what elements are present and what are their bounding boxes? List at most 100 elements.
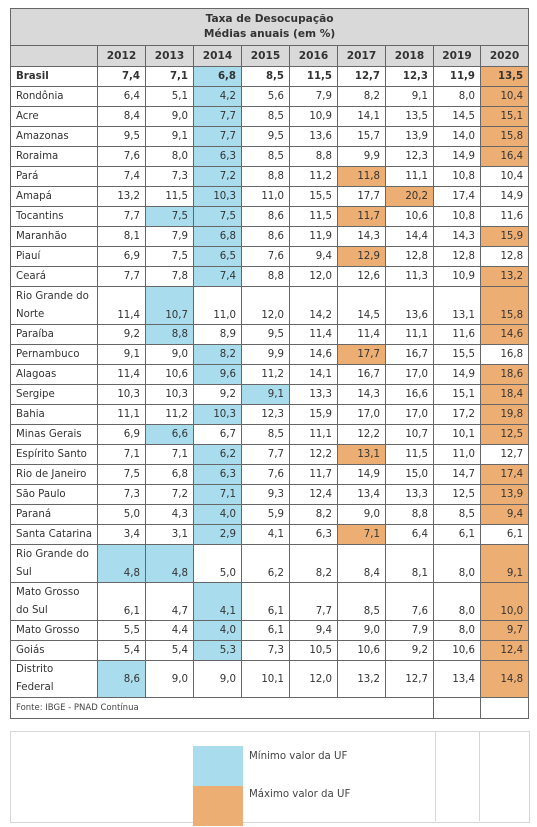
value-cell: 13,3 (385, 484, 434, 505)
value-cell: 6,2 (193, 444, 242, 465)
value-cell: 17,0 (385, 404, 434, 425)
value-cell: 11,4 (337, 324, 386, 345)
value-cell: 6,6 (145, 424, 194, 445)
value-cell: 14,9 (479, 186, 530, 207)
value-cell: 14,3 (433, 226, 481, 247)
value-cell: 8,4 (337, 544, 386, 583)
value-cell: 16,6 (385, 384, 434, 405)
value-cell: 7,1 (337, 524, 386, 545)
value-cell: 4,7 (145, 582, 194, 621)
uf-name-cell: Paraíba (10, 324, 98, 345)
value-cell: 11,2 (145, 404, 194, 425)
value-cell: 5,3 (193, 640, 242, 661)
value-cell: 7,9 (145, 226, 194, 247)
uf-name-cell: Amazonas (10, 126, 98, 147)
value-cell: 17,4 (479, 464, 530, 485)
value-cell: 15,9 (479, 226, 530, 247)
value-cell: 7,3 (145, 166, 194, 187)
value-cell: 17,4 (433, 186, 481, 207)
value-cell: 15,1 (433, 384, 481, 405)
value-cell: 4,4 (145, 620, 194, 641)
value-cell: 13,6 (385, 286, 434, 325)
value-cell: 17,0 (337, 404, 386, 425)
uf-name-cell: Rio de Janeiro (10, 464, 98, 485)
value-cell: 15,8 (479, 286, 530, 325)
value-cell: 12,5 (479, 424, 530, 445)
value-cell: 7,6 (97, 146, 146, 167)
value-cell: 8,2 (289, 504, 338, 525)
value-cell: 8,5 (433, 504, 481, 525)
value-cell: 13,9 (385, 126, 434, 147)
table-title-line1: Taxa de Desocupação (205, 13, 334, 25)
value-cell: 11,9 (289, 226, 338, 247)
uf-name-cell: Bahia (10, 404, 98, 425)
uf-name-cell: São Paulo (10, 484, 98, 505)
value-cell: 16,7 (337, 364, 386, 385)
value-cell: 18,6 (479, 364, 530, 385)
table-title-line2: Médias anuais (em %) (203, 28, 336, 40)
value-cell: 10,8 (433, 206, 481, 227)
value-cell: 10,4 (479, 86, 530, 107)
value-cell: 7,7 (193, 126, 242, 147)
value-cell: 5,4 (145, 640, 194, 661)
value-cell: 11,2 (241, 364, 290, 385)
value-cell: 6,9 (97, 246, 146, 267)
value-cell: 8,0 (433, 86, 481, 107)
value-cell: 6,8 (193, 226, 242, 247)
value-cell: 10,0 (479, 582, 530, 621)
value-cell: 14,1 (337, 106, 386, 127)
value-cell: 13,4 (433, 660, 481, 698)
table-row: Rio Grande do Norte 11,4 10,7 11,0 12,0 14,2 1… (10, 286, 530, 325)
value-cell: 14,9 (433, 146, 481, 167)
value-cell: 7,7 (97, 266, 146, 287)
value-cell: 5,6 (241, 86, 290, 107)
table-row: Paraíba 9,2 8,8 8,9 9,5 11,4 11,4 11,1 11,6 14,6 (10, 324, 530, 345)
value-cell: 4,1 (193, 582, 242, 621)
value-cell: 14,0 (433, 126, 481, 147)
year-header-2020: 2020 (479, 45, 530, 67)
legend-divider (435, 731, 436, 821)
value-cell: 7,6 (241, 246, 290, 267)
table-row: Maranhão 8,1 7,9 6,8 8,6 11,9 14,3 14,4 14,3 15,9 (10, 226, 530, 247)
value-cell: 11,1 (97, 404, 146, 425)
value-cell: 11,0 (193, 286, 242, 325)
table-row: Rondônia 6,4 5,1 4,2 5,6 7,9 8,2 9,1 8,0 10,4 (10, 86, 530, 107)
value-cell: 14,6 (479, 324, 530, 345)
value-cell: 6,4 (97, 86, 146, 107)
uf-name-cell: Rondônia (10, 86, 98, 107)
value-cell: 17,7 (337, 186, 386, 207)
value-cell: 11,1 (385, 324, 434, 345)
uf-name-cell: Acre (10, 106, 98, 127)
value-cell: 17,7 (337, 344, 386, 365)
value-cell: 6,8 (193, 66, 242, 87)
uf-name-cell: Piauí (10, 246, 98, 267)
header-blank-cell (10, 45, 98, 67)
source-row: Fonte: IBGE - PNAD Contínua (10, 697, 530, 719)
legend-min-swatch (193, 746, 243, 786)
value-cell: 10,3 (97, 384, 146, 405)
year-header-2013: 2013 (145, 45, 194, 67)
table-row: Ceará 7,7 7,8 7,4 8,8 12,0 12,6 11,3 10,9 13,2 (10, 266, 530, 287)
value-cell: 19,8 (479, 404, 530, 425)
value-cell: 7,3 (97, 484, 146, 505)
legend-max-label: Máximo valor da UF (249, 789, 351, 800)
uf-name-cell: Mato Grosso (10, 620, 98, 641)
value-cell: 9,0 (145, 106, 194, 127)
value-cell: 18,4 (479, 384, 530, 405)
table-row: Rio Grande do Sul 4,8 4,8 5,0 6,2 8,2 8,4 8,1 8,… (10, 544, 530, 583)
uf-name-cell: Espírito Santo (10, 444, 98, 465)
table-row: Minas Gerais 6,9 6,6 6,7 8,5 11,1 12,2 10,7 10,1… (10, 424, 530, 445)
value-cell: 9,9 (241, 344, 290, 365)
table-row: Tocantins 7,7 7,5 7,5 8,6 11,5 11,7 10,6 10,8 11,… (10, 206, 530, 227)
value-cell: 11,8 (337, 166, 386, 187)
value-cell: 10,3 (193, 404, 242, 425)
value-cell: 14,3 (337, 226, 386, 247)
table-row: Pará 7,4 7,3 7,2 8,8 11,2 11,8 11,1 10,8 10,4 (10, 166, 530, 187)
value-cell: 9,3 (241, 484, 290, 505)
value-cell: 10,9 (289, 106, 338, 127)
value-cell: 6,1 (433, 524, 481, 545)
value-cell: 7,8 (145, 266, 194, 287)
value-cell: 14,9 (337, 464, 386, 485)
value-cell: 16,7 (385, 344, 434, 365)
table-row: São Paulo 7,3 7,2 7,1 9,3 12,4 13,4 13,3 12,5 13,… (10, 484, 530, 505)
